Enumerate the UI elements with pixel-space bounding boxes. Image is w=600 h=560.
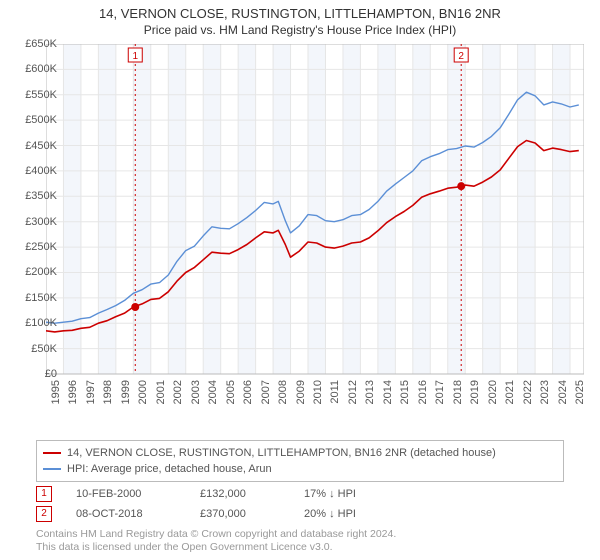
xtick-label: 2025 <box>574 380 586 410</box>
xtick-label: 2008 <box>277 380 289 410</box>
xtick-label: 2017 <box>434 380 446 410</box>
legend-item: 14, VERNON CLOSE, RUSTINGTON, LITTLEHAMP… <box>43 445 557 461</box>
xtick-label: 1995 <box>50 380 62 410</box>
legend-item: HPI: Average price, detached house, Arun <box>43 461 557 477</box>
marker-badge: 2 <box>36 506 52 522</box>
marker-row: 1 10-FEB-2000 £132,000 17% ↓ HPI <box>36 484 564 504</box>
footer-line: This data is licensed under the Open Gov… <box>36 541 564 554</box>
xtick-label: 2005 <box>225 380 237 410</box>
xtick-label: 2011 <box>329 380 341 410</box>
chart-svg: 12 <box>46 44 584 382</box>
xtick-label: 1996 <box>67 380 79 410</box>
footer: Contains HM Land Registry data © Crown c… <box>36 528 564 554</box>
xtick-label: 1997 <box>85 380 97 410</box>
xtick-label: 2006 <box>242 380 254 410</box>
chart-container: 14, VERNON CLOSE, RUSTINGTON, LITTLEHAMP… <box>0 0 600 560</box>
legend-swatch <box>43 452 61 454</box>
ytick-label: £0 <box>17 368 57 380</box>
xtick-label: 2009 <box>295 380 307 410</box>
xtick-label: 2003 <box>190 380 202 410</box>
xtick-label: 2015 <box>399 380 411 410</box>
marker-row: 2 08-OCT-2018 £370,000 20% ↓ HPI <box>36 504 564 524</box>
xtick-label: 2016 <box>417 380 429 410</box>
xtick-label: 2002 <box>172 380 184 410</box>
svg-text:2: 2 <box>458 51 464 62</box>
xtick-label: 2013 <box>364 380 376 410</box>
ytick-label: £150K <box>17 292 57 304</box>
ytick-label: £500K <box>17 114 57 126</box>
ytick-label: £200K <box>17 266 57 278</box>
xtick-label: 2004 <box>207 380 219 410</box>
svg-text:1: 1 <box>132 51 138 62</box>
chart-title: 14, VERNON CLOSE, RUSTINGTON, LITTLEHAMP… <box>0 0 600 21</box>
ytick-label: £650K <box>17 38 57 50</box>
xtick-label: 1998 <box>102 380 114 410</box>
xtick-label: 2020 <box>487 380 499 410</box>
marker-date: 10-FEB-2000 <box>76 484 176 504</box>
ytick-label: £550K <box>17 89 57 101</box>
xtick-label: 2018 <box>452 380 464 410</box>
xtick-label: 2001 <box>155 380 167 410</box>
xtick-label: 2024 <box>557 380 569 410</box>
chart-subtitle: Price paid vs. HM Land Registry's House … <box>0 21 600 37</box>
xtick-label: 2014 <box>382 380 394 410</box>
xtick-label: 2010 <box>312 380 324 410</box>
ytick-label: £300K <box>17 216 57 228</box>
xtick-label: 2007 <box>260 380 272 410</box>
marker-table: 1 10-FEB-2000 £132,000 17% ↓ HPI 2 08-OC… <box>36 484 564 524</box>
legend-label: HPI: Average price, detached house, Arun <box>67 461 272 477</box>
footer-line: Contains HM Land Registry data © Crown c… <box>36 528 564 541</box>
marker-diff: 17% ↓ HPI <box>304 484 414 504</box>
ytick-label: £450K <box>17 140 57 152</box>
legend-swatch <box>43 468 61 470</box>
marker-badge: 1 <box>36 486 52 502</box>
ytick-label: £250K <box>17 241 57 253</box>
xtick-label: 1999 <box>120 380 132 410</box>
xtick-label: 2019 <box>469 380 481 410</box>
xtick-label: 2000 <box>137 380 149 410</box>
xtick-label: 2022 <box>522 380 534 410</box>
ytick-label: £50K <box>17 343 57 355</box>
xtick-label: 2021 <box>504 380 516 410</box>
ytick-label: £400K <box>17 165 57 177</box>
ytick-label: £600K <box>17 63 57 75</box>
legend-label: 14, VERNON CLOSE, RUSTINGTON, LITTLEHAMP… <box>67 445 496 461</box>
marker-diff: 20% ↓ HPI <box>304 504 414 524</box>
marker-date: 08-OCT-2018 <box>76 504 176 524</box>
legend: 14, VERNON CLOSE, RUSTINGTON, LITTLEHAMP… <box>36 440 564 482</box>
chart-area: 12 <box>46 44 584 404</box>
ytick-label: £350K <box>17 190 57 202</box>
marker-price: £370,000 <box>200 504 280 524</box>
ytick-label: £100K <box>17 317 57 329</box>
xtick-label: 2023 <box>539 380 551 410</box>
xtick-label: 2012 <box>347 380 359 410</box>
marker-price: £132,000 <box>200 484 280 504</box>
